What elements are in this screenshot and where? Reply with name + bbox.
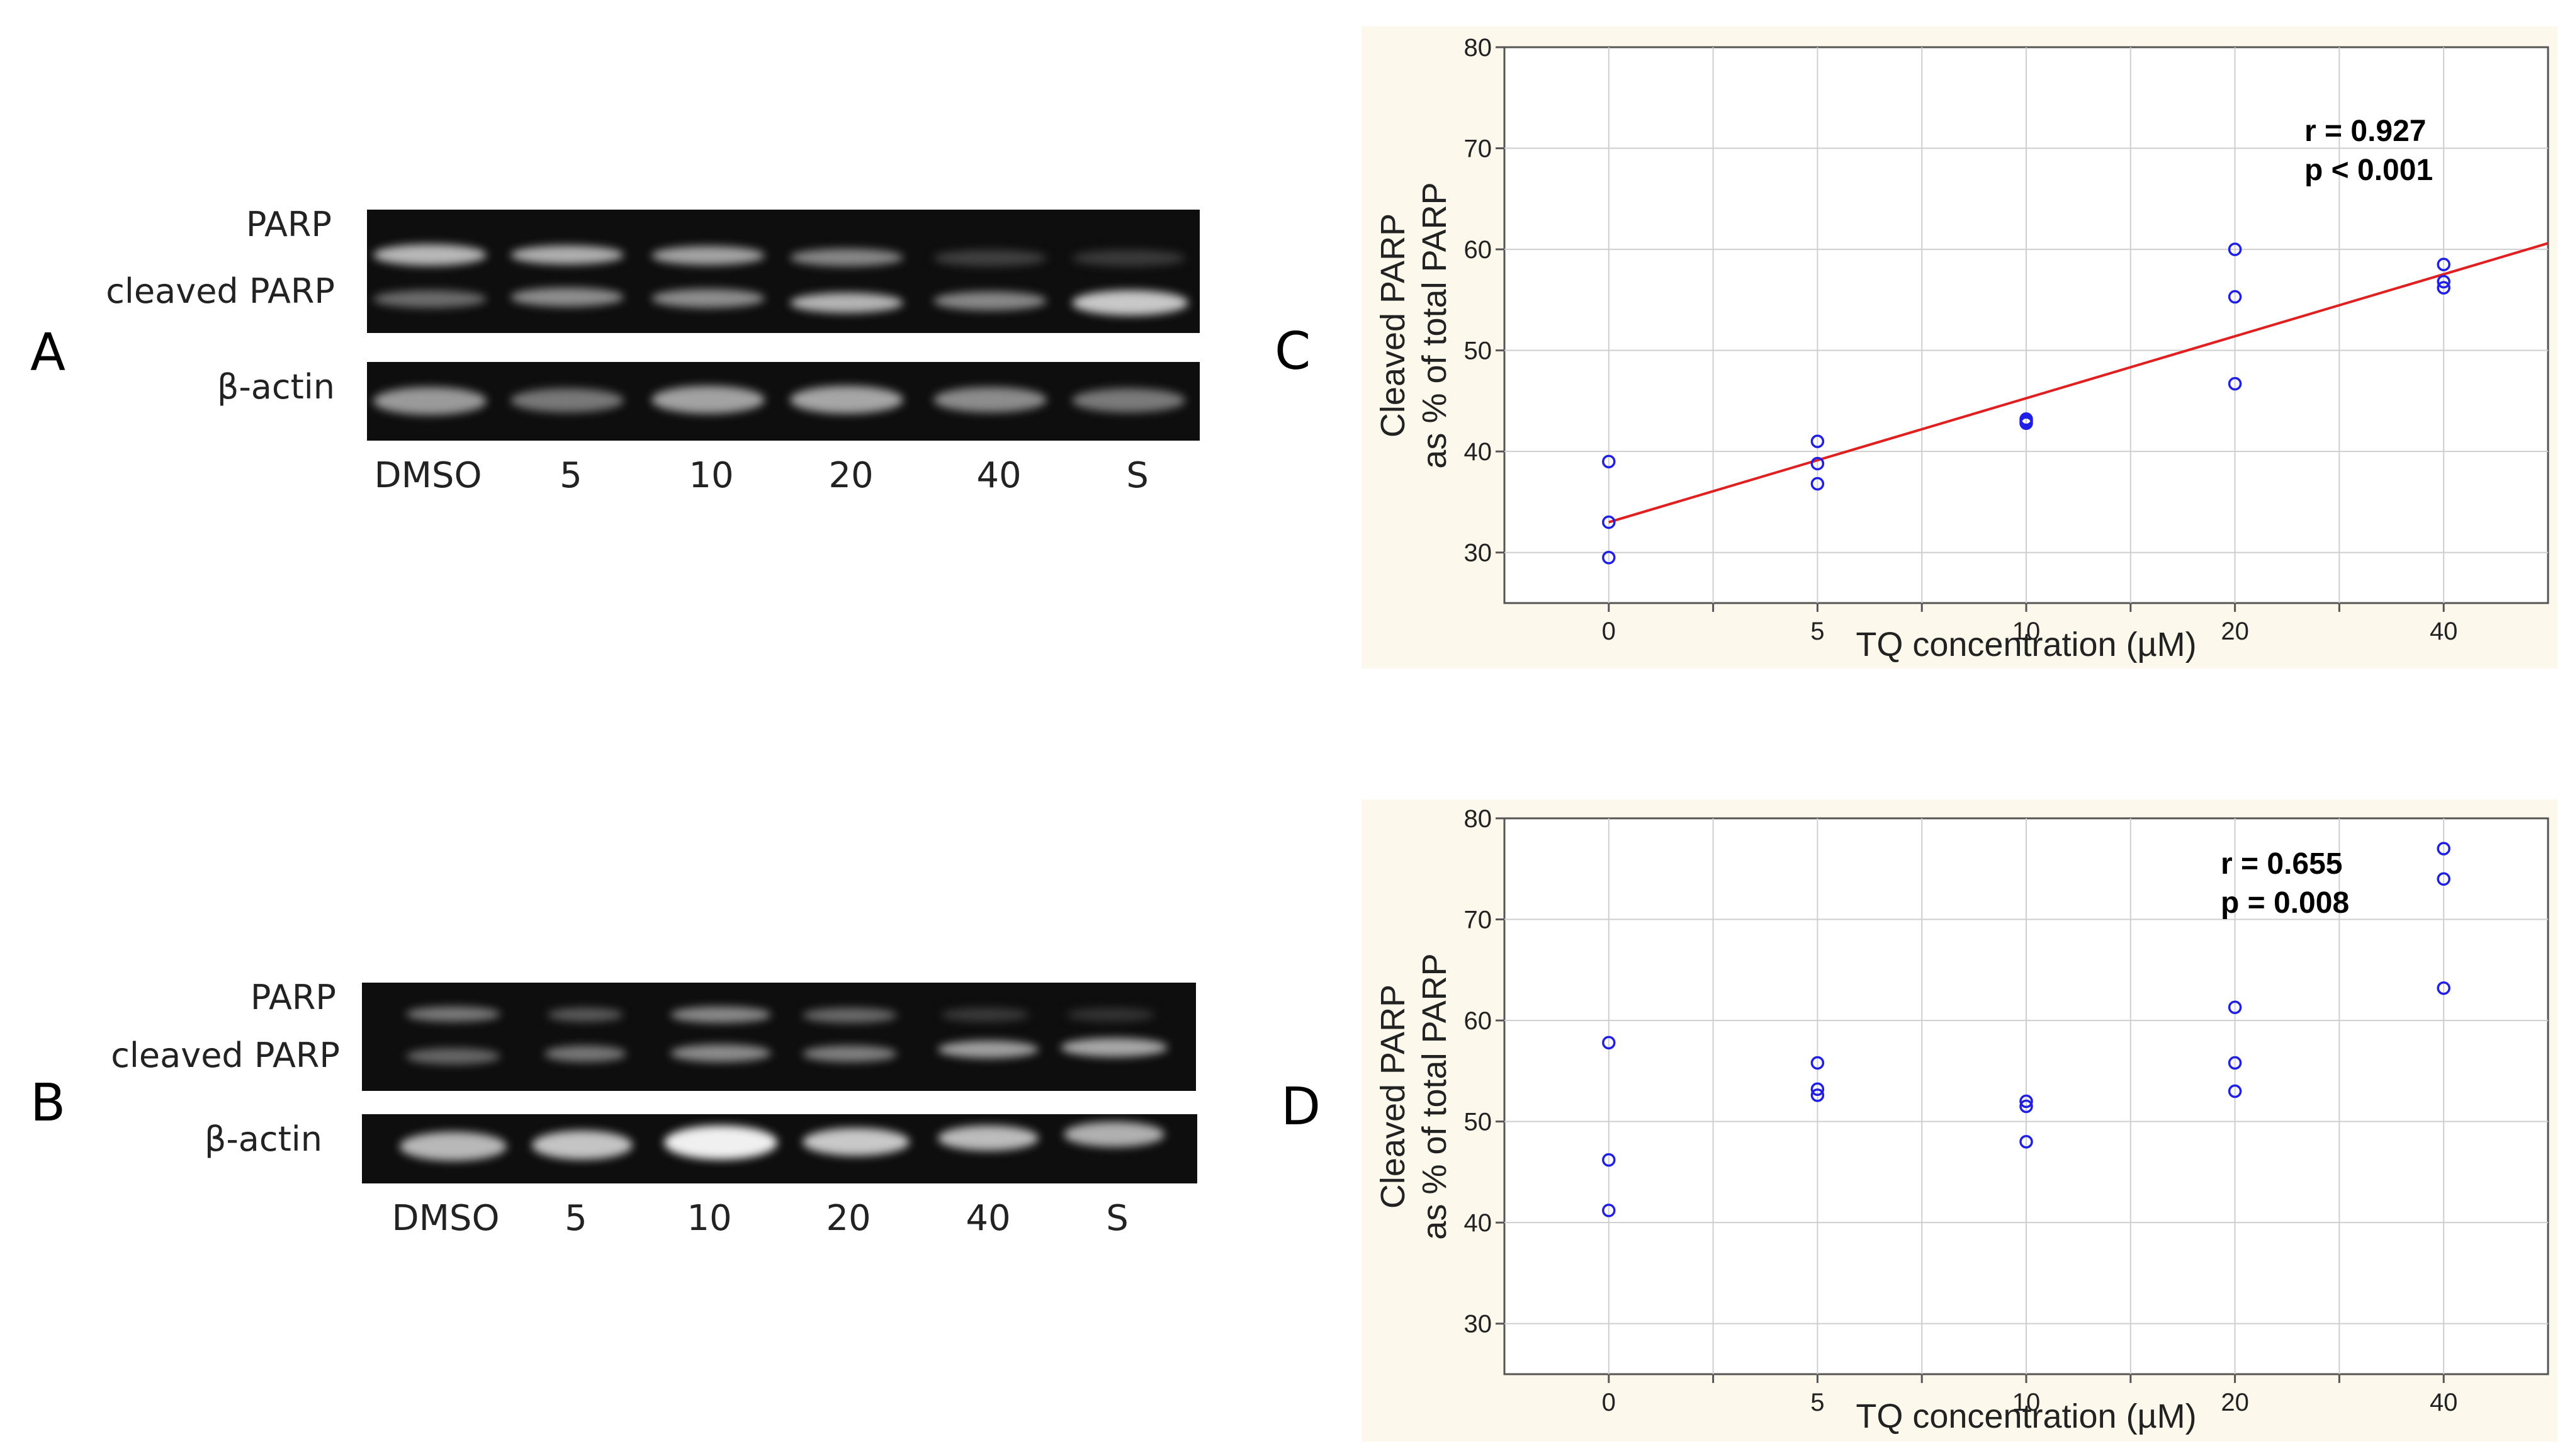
chart-c-y-ticks: 30 40 50 60 70 80: [1464, 34, 1504, 567]
chart-c-x-tick-label-0: 0: [1602, 618, 1616, 645]
chart-d-y-tick-label-80: 80: [1464, 805, 1492, 833]
chart-d-x-ticks: 0 5 10 20 40: [1602, 1374, 2458, 1416]
gel-parp-b: [362, 983, 1196, 1091]
lane-label-a-20: 20: [828, 455, 874, 496]
chart-d-data-point-5: [1810, 1088, 1825, 1102]
chart-d-data-point-12: [2437, 842, 2450, 855]
chart-c-data-point-8: [2019, 416, 2033, 430]
chart-c-points: [1602, 242, 2450, 565]
chart-d-x-tick-label-20: 20: [2221, 1389, 2249, 1416]
chart-c-xlabel: TQ concentration (µM): [1856, 626, 2196, 663]
chart-c-data-point-10: [2228, 290, 2242, 304]
panel-letter-a: A: [30, 323, 66, 383]
chart-c-data-point-4: [1810, 456, 1825, 471]
chart-d-xlabel: TQ concentration (µM): [1856, 1397, 2196, 1435]
chart-d-x-tick-label-10: 10: [2012, 1389, 2041, 1416]
lane-label-b-20: 20: [826, 1198, 871, 1239]
chart-d-data-point-6: [2019, 1094, 2033, 1109]
chart-c-y-tick-label-40: 40: [1464, 438, 1492, 466]
chart-d-data-point-0: [1602, 1036, 1616, 1050]
chart-d-y-tick-label-70: 70: [1464, 906, 1492, 934]
chart-d-data-point-14: [2437, 981, 2450, 995]
chart-d-x-tick-label-5: 5: [1810, 1389, 1824, 1416]
chart-d-data-point-13: [2437, 872, 2450, 886]
chart-c-x-ticks: 0 5 10 20 40: [1602, 603, 2458, 645]
chart-c-data-point-0: [1602, 454, 1616, 468]
chart-c-y-tick-label-30: 30: [1464, 539, 1492, 567]
lane-label-b-40: 40: [966, 1198, 1011, 1239]
chart-c-ylabel-line1: Cleaved PARP: [1374, 213, 1412, 437]
chart-d-y-tick-label-30: 30: [1464, 1311, 1492, 1338]
chart-d-data-point-11: [2228, 1084, 2242, 1098]
panel-letter-d: D: [1281, 1077, 1321, 1137]
chart-d-annotation-r: r = 0.655: [2221, 847, 2343, 881]
lane-label-a-40: 40: [976, 455, 1022, 496]
chart-c-annotation-r: r = 0.927: [2304, 115, 2427, 148]
chart-c-data-point-3: [1810, 434, 1825, 448]
chart-d-data-point-10: [2228, 1056, 2242, 1070]
chart-d-data-point-3: [1810, 1056, 1825, 1070]
chart-c-annotation-p: p < 0.001: [2304, 154, 2433, 187]
label-parp-a: PARP: [245, 205, 332, 244]
gel-parp-a: [367, 210, 1200, 333]
chart-d-data-point-7: [2019, 1099, 2033, 1114]
lane-label-b-s: S: [1106, 1198, 1129, 1239]
chart-c-data-point-13: [2437, 274, 2450, 289]
chart-c-data-point-12: [2437, 257, 2450, 271]
chart-d-y-ticks: 30 40 50 60 70 80: [1464, 805, 1504, 1338]
lane-label-a-dmso: DMSO: [374, 455, 482, 496]
chart-d-data-point-4: [1810, 1082, 1825, 1097]
chart-d-ylabel-line2: as % of total PARP: [1416, 953, 1453, 1239]
chart-c-x-tick-label-20: 20: [2221, 618, 2249, 645]
chart-d-x-tick-label-40: 40: [2430, 1389, 2458, 1416]
chart-c-data-point-5: [1810, 477, 1825, 491]
chart-c-x-tick-label-5: 5: [1810, 618, 1824, 645]
chart-c-data-point-2: [1602, 551, 1616, 565]
scatter-chart-d: 30 40 50 60 70 80 0 5 10 20 40 r = 0.655 p = 0.00…: [1362, 799, 2557, 1442]
lane-label-b-10: 10: [687, 1198, 732, 1239]
lane-label-b-5: 5: [565, 1198, 587, 1239]
lane-label-a-10: 10: [689, 455, 734, 496]
chart-d-data-point-1: [1602, 1153, 1616, 1167]
panel-letter-c: C: [1275, 322, 1311, 381]
chart-d-annotation-p: p = 0.008: [2221, 886, 2349, 920]
chart-c-fit-line: [1608, 242, 2549, 524]
label-parp-b: PARP: [250, 978, 336, 1017]
chart-d-data-point-2: [1602, 1204, 1616, 1217]
chart-c-data-point-1: [1602, 515, 1616, 529]
gel-actin-a: [367, 362, 1200, 441]
label-beta-actin-a: β-actin: [217, 367, 335, 407]
chart-c-data-point-14: [2437, 281, 2450, 295]
lane-label-a-5: 5: [560, 455, 582, 496]
chart-d-y-tick-label-50: 50: [1464, 1109, 1492, 1136]
chart-c-data-point-9: [2228, 242, 2242, 256]
lane-label-a-s: S: [1126, 455, 1149, 496]
chart-d-y-tick-label-60: 60: [1464, 1007, 1492, 1035]
chart-c-ylabel-line2: as % of total PARP: [1416, 182, 1453, 468]
label-cleaved-parp-b: cleaved PARP: [111, 1036, 340, 1075]
label-beta-actin-b: β-actin: [204, 1119, 322, 1159]
chart-d-x-tick-label-0: 0: [1602, 1389, 1616, 1416]
panel-letter-b: B: [30, 1073, 66, 1133]
chart-c-x-tick-label-40: 40: [2430, 618, 2458, 645]
chart-c-gridlines: [1504, 47, 2548, 603]
chart-d-data-point-8: [2019, 1134, 2033, 1149]
label-cleaved-parp-a: cleaved PARP: [106, 271, 335, 311]
chart-d-ylabel-line1: Cleaved PARP: [1374, 985, 1412, 1209]
chart-c-x-tick-label-10: 10: [2012, 618, 2041, 645]
chart-c-data-point-11: [2228, 376, 2242, 391]
lane-label-b-dmso: DMSO: [392, 1198, 500, 1239]
scatter-chart-c: 30 40 50 60 70 80 0 5 10 20 40 r = 0.927 p < 0.00…: [1362, 26, 2557, 669]
chart-c-y-tick-label-50: 50: [1464, 337, 1492, 365]
chart-c-y-tick-label-60: 60: [1464, 236, 1492, 264]
gel-actin-b: [362, 1114, 1197, 1183]
chart-c-y-tick-label-70: 70: [1464, 135, 1492, 163]
chart-d-points: [1602, 842, 2450, 1217]
chart-d-data-point-9: [2228, 1000, 2242, 1014]
chart-c-y-tick-label-80: 80: [1464, 34, 1492, 62]
chart-d-y-tick-label-40: 40: [1464, 1209, 1492, 1237]
